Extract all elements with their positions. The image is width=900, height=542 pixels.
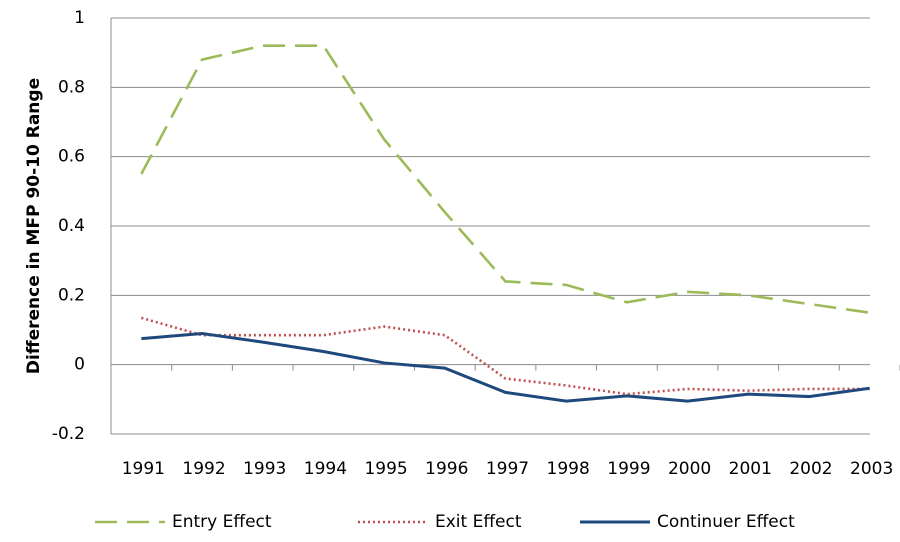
x-tick-label: 1997	[486, 459, 529, 479]
y-tick-label: -0.2	[52, 424, 85, 444]
x-tick-label: 2002	[789, 459, 832, 479]
x-tick-label: 1991	[122, 459, 165, 479]
legend-label: Entry Effect	[172, 512, 272, 532]
y-tick-label: 0.6	[58, 147, 85, 167]
x-tick-label: 1994	[304, 459, 347, 479]
x-tick-label: 1992	[182, 459, 225, 479]
legend-label: Exit Effect	[435, 512, 522, 532]
x-tick-label: 1995	[364, 459, 407, 479]
line-series	[140, 44, 870, 314]
line-series	[141, 331, 870, 403]
y-axis-title: Difference in MFP 90-10 Range	[24, 78, 44, 374]
x-tick-label: 1998	[547, 459, 590, 479]
line-series	[140, 316, 870, 396]
x-tick-label: 2000	[668, 459, 711, 479]
x-tick-label: 2003	[850, 459, 893, 479]
y-tick-label: 0.2	[58, 285, 85, 305]
x-tick-label: 1993	[243, 459, 286, 479]
y-tick-label: 1	[74, 8, 85, 28]
y-tick-label: 0	[74, 355, 85, 375]
x-tick-label: 1996	[425, 459, 468, 479]
x-tick-label: 2001	[729, 459, 772, 479]
y-tick-label: 0.4	[58, 216, 85, 236]
legend-label: Continuer Effect	[657, 512, 795, 532]
y-tick-label: 0.8	[58, 77, 85, 97]
x-tick-label: 1999	[607, 459, 650, 479]
